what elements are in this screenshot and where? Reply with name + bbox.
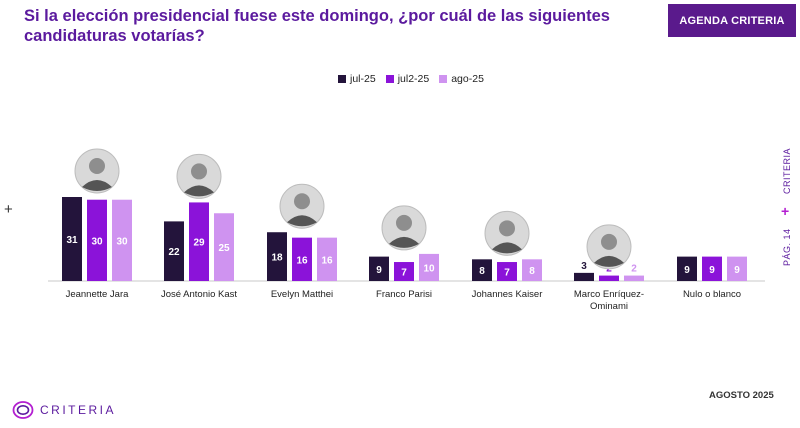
criteria-logo-icon — [12, 401, 34, 419]
bar-value-label: 9 — [376, 265, 382, 276]
criteria-logo: CRITERIA — [12, 400, 116, 420]
bar — [574, 272, 594, 281]
page-title: Si la elección presidencial fuese este d… — [24, 7, 610, 45]
category-label: José Antonio Kast — [161, 289, 237, 300]
candidate-photo — [176, 153, 222, 199]
bar — [419, 253, 439, 281]
bar — [522, 259, 542, 281]
bar — [292, 237, 312, 281]
legend-swatch-ago — [439, 75, 448, 83]
bar-value-label: 8 — [529, 266, 535, 277]
agenda-badge[interactable]: AGENDA CRITERIA — [668, 4, 796, 37]
candidate-photo — [381, 205, 427, 251]
bar — [394, 262, 414, 281]
candidate-photo — [484, 210, 530, 256]
category-label: Evelyn Matthei — [271, 289, 333, 300]
bar — [214, 213, 234, 281]
bar — [702, 256, 722, 281]
legend-label-ago: ago-25 — [451, 73, 484, 85]
bar — [189, 202, 209, 281]
bar — [624, 275, 644, 281]
bar — [369, 256, 389, 281]
chart-legend: jul-25 jul2-25 ago-25 — [338, 73, 484, 85]
bar — [317, 237, 337, 281]
plus-icon-right: + — [781, 203, 790, 219]
category-label: Jeannette Jara — [66, 289, 130, 300]
legend-item-jul2: jul2-25 — [385, 73, 430, 85]
bar — [497, 262, 517, 281]
category-label: Johannes Kaiser — [472, 289, 543, 300]
bar-value-label: 9 — [709, 265, 715, 276]
bar — [267, 232, 287, 281]
bar — [677, 256, 697, 281]
side-page-number: PÁG. 14 — [782, 228, 792, 266]
logo-text: CRITERIA — [40, 403, 117, 417]
bar-value-label: 9 — [684, 265, 690, 276]
bar-value-label: 10 — [423, 263, 435, 274]
legend-label-jul: jul-25 — [350, 73, 376, 85]
bar — [472, 259, 492, 281]
bar-value-label: 7 — [504, 268, 510, 279]
bar-value-label: 22 — [168, 247, 180, 258]
bar-value-label: 7 — [401, 268, 407, 279]
category-label: Franco Parisi — [376, 289, 432, 300]
candidate-photo — [279, 183, 325, 229]
bar — [599, 275, 619, 281]
bar-value-label: 31 — [66, 235, 78, 246]
bar-value-label: 2 — [631, 264, 637, 275]
bar — [112, 199, 132, 281]
footer-date: AGOSTO 2025 — [709, 390, 774, 401]
legend-swatch-jul2 — [385, 75, 394, 83]
candidate-photo — [74, 148, 120, 194]
legend-item-jul: jul-25 — [338, 73, 376, 85]
bar-value-label: 16 — [321, 255, 333, 266]
legend-item-ago: ago-25 — [439, 73, 484, 85]
category-label: Nulo o blanco — [683, 289, 741, 300]
bar — [164, 221, 184, 281]
bar — [62, 197, 82, 281]
plus-icon-left: + — [4, 201, 13, 218]
category-label: Ominami — [590, 301, 628, 312]
bar — [87, 199, 107, 281]
category-label: Marco Enríquez- — [574, 289, 644, 300]
legend-swatch-jul — [338, 75, 346, 83]
side-brand: CRITERIA — [782, 147, 792, 194]
bar — [727, 256, 747, 281]
bar-value-label: 29 — [193, 238, 205, 249]
bar-value-label: 9 — [734, 265, 740, 276]
bar-value-label: 16 — [296, 255, 308, 266]
candidate-photo — [586, 224, 632, 270]
bar-value-label: 18 — [271, 253, 283, 264]
bar-value-label: 8 — [479, 266, 485, 277]
bar-value-label: 3 — [581, 261, 587, 272]
bar-value-label: 25 — [218, 243, 230, 254]
legend-label-jul2: jul2-25 — [397, 73, 430, 85]
bar-value-label: 30 — [116, 236, 128, 247]
bar-value-label: 30 — [91, 236, 103, 247]
